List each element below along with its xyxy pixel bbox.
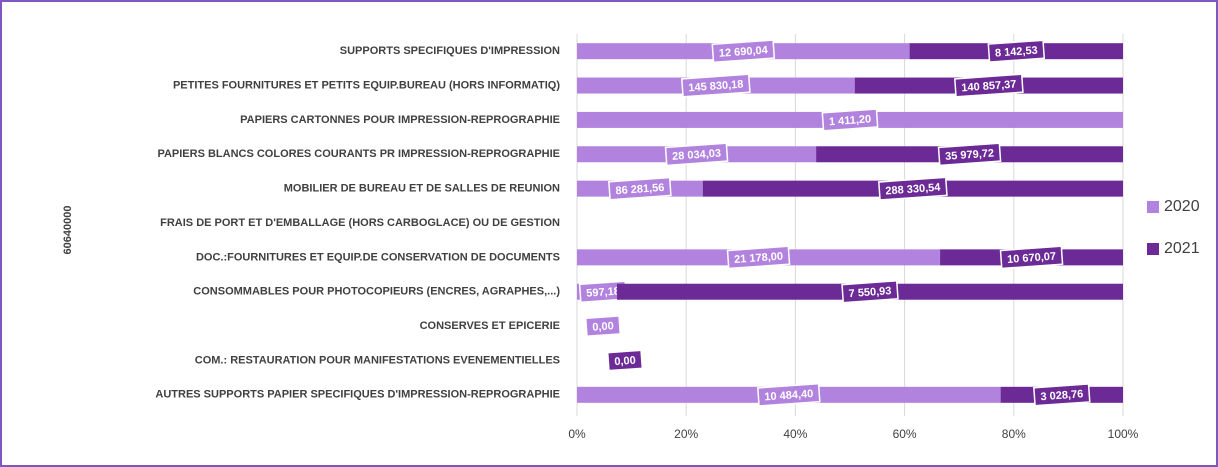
data-label: 140 857,37 (961, 79, 1017, 95)
category-label: FRAIS DE PORT ET D'EMBALLAGE (HORS CARBO… (160, 217, 560, 229)
x-tick-label: 40% (783, 427, 807, 441)
data-label-box (680, 73, 751, 98)
data-label-box (608, 176, 672, 201)
category-label: DOC.:FOURNITURES ET EQUIP.DE CONSERVATIO… (196, 251, 560, 263)
legend-label: 2020 (1164, 198, 1200, 215)
data-label-box (937, 142, 1002, 167)
data-label: 10 670,07 (1007, 251, 1057, 266)
y-axis-title: 60640000 (62, 206, 74, 255)
data-label: 35 979,72 (945, 147, 995, 162)
data-label: 8 142,53 (995, 45, 1039, 60)
data-label: 597,18 (586, 285, 620, 299)
x-tick-label: 80% (1002, 427, 1026, 441)
category-label: PAPIERS BLANCS COLORES COURANTS PR IMPRE… (157, 148, 560, 160)
data-label-box (726, 245, 791, 270)
data-label: 288 330,54 (885, 182, 942, 198)
x-tick-label: 20% (674, 427, 698, 441)
category-label: PAPIERS CARTONNES POUR IMPRESSION-REPROG… (240, 114, 560, 126)
data-label: 10 484,40 (764, 388, 814, 403)
legend-label: 2021 (1164, 240, 1200, 257)
data-label: 0,00 (592, 320, 614, 333)
category-label: PETITES FOURNITURES ET PETITS EQUIP.BURE… (173, 79, 560, 91)
data-label: 0,00 (614, 355, 636, 368)
data-label-box (711, 39, 776, 64)
x-tick-label: 100% (1108, 427, 1139, 441)
x-tick-label: 0% (568, 427, 586, 441)
data-label: 21 178,00 (734, 251, 784, 266)
legend-swatch (1147, 201, 1159, 213)
data-label: 28 034,03 (672, 147, 722, 162)
category-label: MOBILIER DE BUREAU ET DE SALLES DE REUNI… (284, 183, 560, 195)
data-label: 7 550,93 (848, 285, 892, 300)
category-label: COM.: RESTAURATION POUR MANIFESTATIONS E… (195, 354, 560, 366)
data-label-box (878, 176, 948, 201)
data-label-box (1033, 383, 1091, 407)
data-label-box (584, 315, 622, 338)
data-label-box (606, 349, 644, 372)
data-label-box (756, 382, 821, 407)
category-label: AUTRES SUPPORTS PAPIER SPECIFIQUES D'IMP… (155, 389, 560, 401)
data-label-box (664, 142, 729, 167)
data-label: 3 028,76 (1040, 388, 1084, 403)
category-label: CONSERVES ET EPICERIE (420, 320, 560, 332)
category-label: CONSOMMABLES POUR PHOTOCOPIEURS (ENCRES,… (193, 286, 560, 298)
data-label: 145 830,18 (688, 79, 744, 95)
data-label-box (821, 108, 879, 132)
data-label: 1 411,20 (829, 113, 872, 128)
data-label-box (987, 39, 1046, 63)
category-label: SUPPORTS SPECIFIQUES D'IMPRESSION (340, 45, 560, 57)
data-label: 12 690,04 (719, 44, 770, 59)
data-label-box (841, 280, 899, 304)
data-label: 86 281,56 (615, 182, 665, 197)
legend-swatch (1147, 243, 1159, 255)
data-label-box (953, 73, 1024, 98)
data-label-box (999, 245, 1064, 270)
x-tick-label: 60% (893, 427, 917, 441)
